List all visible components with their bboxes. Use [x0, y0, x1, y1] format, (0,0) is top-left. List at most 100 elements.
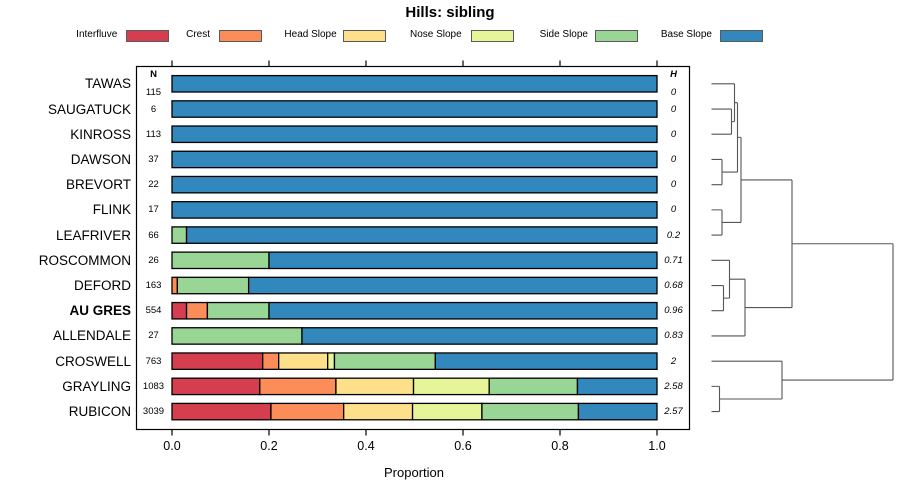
bar-segment-head-slope [343, 402, 414, 421]
bar-segment-crest [270, 402, 345, 421]
row-label: ALLENDALE [52, 328, 131, 344]
n-value: 6 [150, 103, 157, 115]
x-tick-label: 0.8 [551, 438, 569, 453]
n-value: 763 [145, 355, 162, 367]
h-value: 0.68 [664, 280, 683, 292]
legend-swatch-head-slope [343, 29, 387, 42]
bar-segment-side-slope [481, 402, 580, 421]
bar-segment-base-slope [171, 175, 658, 194]
x-tick-label: 0.0 [163, 438, 181, 453]
plot-box [135, 65, 691, 431]
n-value: 554 [145, 305, 162, 317]
n-value: 1083 [142, 380, 165, 392]
legend-swatch-side-slope [595, 29, 638, 42]
legend-label-head-slope: Head Slope [284, 29, 337, 40]
legend-swatch-crest [219, 29, 263, 42]
bar-segment-base-slope [171, 100, 658, 118]
n-column-header: N [150, 69, 157, 80]
bar-segment-interfluve [171, 301, 188, 320]
x-tick-label: 0.6 [454, 438, 472, 453]
bar-segment-interfluve [171, 402, 272, 421]
bar-segment-base-slope [301, 327, 658, 345]
n-value: 37 [148, 153, 159, 165]
h-value: 0 [670, 153, 677, 165]
bar-segment-nose-slope [327, 352, 336, 371]
h-value: 0 [670, 179, 677, 191]
legend-label-side-slope: Side Slope [539, 29, 588, 40]
chart-title: Hills: sibling [405, 4, 495, 21]
bar-segment-crest [171, 276, 178, 295]
row-label: DEFORD [74, 278, 131, 294]
bar-segment-base-slope [268, 251, 658, 270]
n-value: 22 [148, 179, 159, 191]
bar-segment-base-slope [171, 74, 658, 93]
h-value: 0 [670, 204, 677, 216]
row-label: CROSWELL [55, 353, 131, 369]
bar-segment-base-slope [434, 352, 658, 371]
h-value: 2.57 [664, 406, 683, 418]
bar-segment-base-slope [576, 377, 658, 396]
legend-label-crest: Crest [186, 29, 210, 40]
bar-segment-nose-slope [412, 377, 490, 396]
legend-label-interfluve: Interfluve [76, 29, 118, 40]
n-value: 26 [148, 254, 159, 266]
h-value: 0.83 [664, 330, 683, 342]
n-value: 27 [148, 330, 159, 342]
h-value: 2.58 [664, 380, 683, 392]
row-label: RUBICON [68, 404, 131, 420]
h-value: 2 [670, 355, 677, 367]
x-tick-label: 0.4 [357, 438, 375, 453]
h-value: 0 [670, 128, 677, 140]
legend-label-base-slope: Base Slope [660, 29, 712, 40]
h-column-header: H [670, 69, 677, 80]
bar-segment-crest [185, 301, 209, 320]
row-label: TAWAS [85, 76, 131, 92]
x-axis-label: Proportion [384, 465, 444, 480]
bar-segment-base-slope [185, 226, 658, 244]
legend-label-nose-slope: Nose Slope [409, 29, 462, 40]
bar-segment-base-slope [171, 150, 658, 169]
bar-segment-base-slope [247, 276, 658, 295]
row-label: GRAYLING [62, 378, 131, 394]
bar-segment-crest [262, 352, 280, 371]
bar-segment-head-slope [278, 352, 329, 371]
bar-segment-side-slope [171, 226, 188, 244]
n-value: 17 [148, 204, 159, 216]
x-tick-label: 1.0 [648, 438, 666, 453]
row-label: BREVORT [65, 177, 131, 193]
bar-segment-base-slope [171, 201, 658, 219]
legend-swatch-base-slope [719, 29, 763, 42]
bar-segment-side-slope [488, 377, 579, 396]
bar-segment-base-slope [171, 125, 658, 144]
n-value: 115 [145, 87, 162, 99]
legend-swatch-nose-slope [470, 29, 514, 42]
n-value: 113 [145, 128, 162, 140]
row-label: AU GRES [69, 303, 131, 319]
bar-segment-base-slope [268, 301, 658, 320]
h-value: 0.71 [664, 254, 683, 266]
row-label: FLINK [92, 202, 131, 218]
x-tick-label: 0.2 [260, 438, 278, 453]
h-value: 0 [670, 103, 677, 115]
h-value: 0 [670, 87, 677, 99]
row-label: ROSCOMMON [38, 252, 131, 268]
n-value: 66 [148, 229, 159, 241]
bar-segment-side-slope [171, 251, 270, 270]
row-label: SAUGATUCK [47, 101, 131, 117]
bar-segment-side-slope [171, 327, 303, 345]
row-label: DAWSON [70, 151, 131, 167]
bar-segment-nose-slope [411, 402, 483, 421]
bar-segment-side-slope [206, 301, 270, 320]
bar-segment-interfluve [171, 377, 261, 396]
row-label: LEAFRIVER [55, 227, 131, 243]
bar-segment-crest [259, 377, 337, 396]
row-label: KINROSS [70, 126, 131, 142]
bar-segment-interfluve [171, 352, 264, 371]
dendrogram [711, 83, 894, 413]
bar-segment-base-slope [577, 402, 658, 421]
bar-segment-side-slope [333, 352, 437, 371]
legend-swatch-interfluve [126, 29, 169, 42]
bar-segment-side-slope [176, 276, 250, 295]
